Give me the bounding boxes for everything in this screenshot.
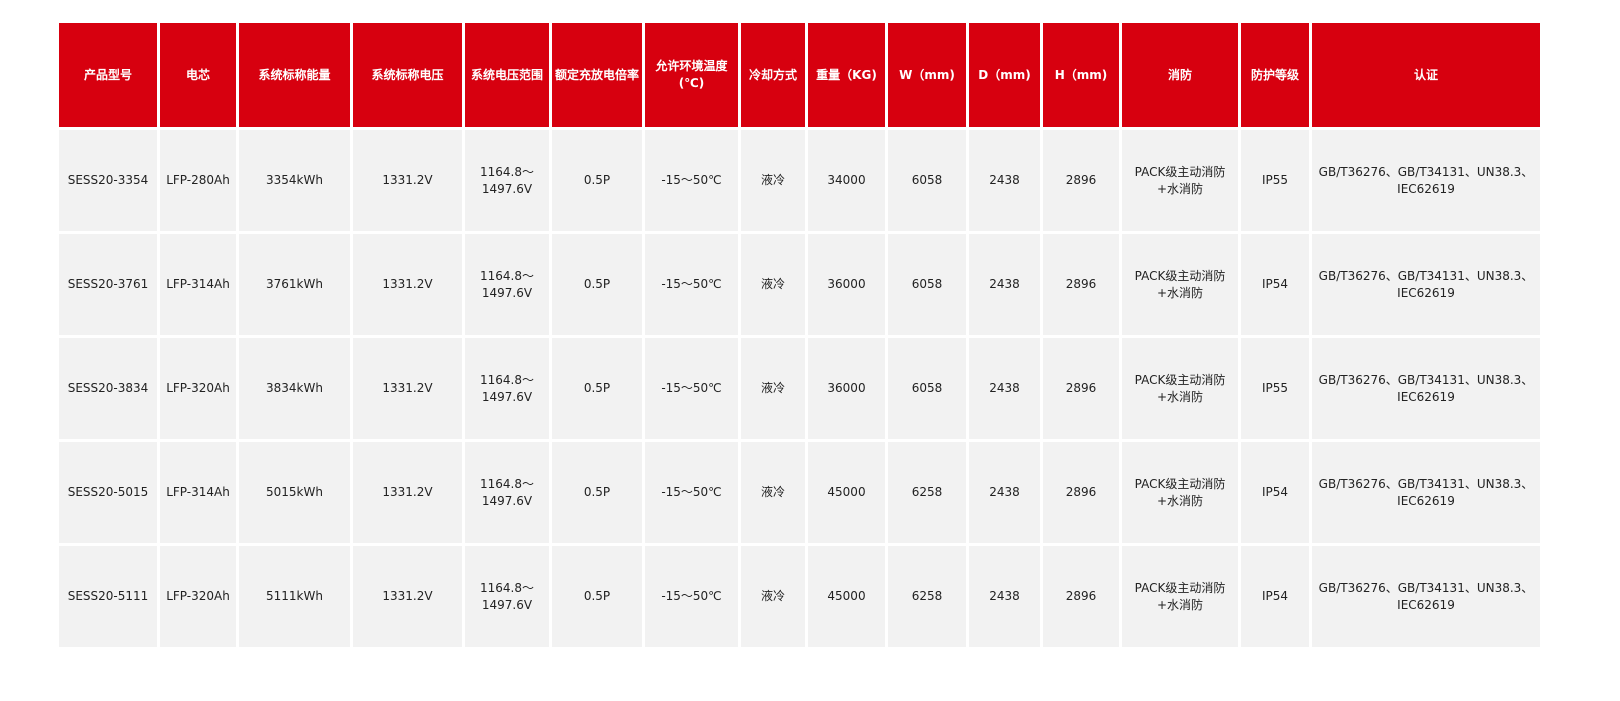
- table-cell: 6058: [888, 130, 966, 231]
- column-header: D（mm): [969, 23, 1040, 127]
- table-cell: 6258: [888, 546, 966, 647]
- column-header: 额定充放电倍率: [552, 23, 642, 127]
- table-cell: 6058: [888, 338, 966, 439]
- table-cell: 1164.8～1497.6V: [465, 546, 549, 647]
- table-cell: 2438: [969, 338, 1040, 439]
- table-cell: 3834kWh: [239, 338, 350, 439]
- table-cell: 液冷: [741, 546, 805, 647]
- table-cell: 36000: [808, 338, 885, 439]
- table-cell: 1164.8～1497.6V: [465, 338, 549, 439]
- table-cell: 1164.8～1497.6V: [465, 442, 549, 543]
- table-row: SESS20-3834 LFP-320Ah 3834kWh 1331.2V 1164.8…: [59, 338, 1540, 439]
- table-cell: 0.5P: [552, 234, 642, 335]
- table-cell: 2438: [969, 130, 1040, 231]
- table-cell: -15～50℃: [645, 442, 738, 543]
- table-cell: PACK级主动消防+水消防: [1122, 130, 1238, 231]
- table-cell: 1164.8～1497.6V: [465, 130, 549, 231]
- table-cell: 45000: [808, 546, 885, 647]
- table-cell: SESS20-3354: [59, 130, 157, 231]
- table-cell: IP54: [1241, 546, 1309, 647]
- table-cell: GB/T36276、GB/T34131、UN38.3、IEC62619: [1312, 338, 1540, 439]
- table-cell: 液冷: [741, 234, 805, 335]
- table-cell: SESS20-5111: [59, 546, 157, 647]
- table-row: SESS20-5111 LFP-320Ah 5111kWh 1331.2V 1164.8…: [59, 546, 1540, 647]
- table-cell: LFP-280Ah: [160, 130, 236, 231]
- table-cell: 2438: [969, 234, 1040, 335]
- table-cell: PACK级主动消防+水消防: [1122, 234, 1238, 335]
- table-cell: LFP-314Ah: [160, 234, 236, 335]
- table-cell: IP54: [1241, 234, 1309, 335]
- table-cell: GB/T36276、GB/T34131、UN38.3、IEC62619: [1312, 130, 1540, 231]
- table-cell: 2896: [1043, 546, 1119, 647]
- table-cell: IP54: [1241, 442, 1309, 543]
- table-cell: 3761kWh: [239, 234, 350, 335]
- table-cell: SESS20-3834: [59, 338, 157, 439]
- table-cell: GB/T36276、GB/T34131、UN38.3、IEC62619: [1312, 442, 1540, 543]
- column-header: 防护等级: [1241, 23, 1309, 127]
- table-cell: 1331.2V: [353, 130, 462, 231]
- table-cell: 0.5P: [552, 442, 642, 543]
- table-cell: PACK级主动消防+水消防: [1122, 338, 1238, 439]
- table-cell: LFP-314Ah: [160, 442, 236, 543]
- table-cell: -15～50℃: [645, 130, 738, 231]
- table-cell: 1331.2V: [353, 234, 462, 335]
- table-cell: 45000: [808, 442, 885, 543]
- column-header: 冷却方式: [741, 23, 805, 127]
- table-row: SESS20-3761 LFP-314Ah 3761kWh 1331.2V 1164.8…: [59, 234, 1540, 335]
- table-cell: 1331.2V: [353, 338, 462, 439]
- table-cell: 5111kWh: [239, 546, 350, 647]
- table-cell: PACK级主动消防+水消防: [1122, 442, 1238, 543]
- table-cell: GB/T36276、GB/T34131、UN38.3、IEC62619: [1312, 234, 1540, 335]
- table-cell: 0.5P: [552, 130, 642, 231]
- table-cell: SESS20-3761: [59, 234, 157, 335]
- table-cell: 5015kWh: [239, 442, 350, 543]
- table-cell: 1164.8～1497.6V: [465, 234, 549, 335]
- column-header: 认证: [1312, 23, 1540, 127]
- table-cell: 1331.2V: [353, 442, 462, 543]
- table-cell: PACK级主动消防+水消防: [1122, 546, 1238, 647]
- table-cell: IP55: [1241, 130, 1309, 231]
- table-cell: 3354kWh: [239, 130, 350, 231]
- column-header: H（mm): [1043, 23, 1119, 127]
- column-header: 系统标称能量: [239, 23, 350, 127]
- table-cell: 2896: [1043, 442, 1119, 543]
- table-cell: LFP-320Ah: [160, 546, 236, 647]
- table-cell: 0.5P: [552, 546, 642, 647]
- table-cell: 2896: [1043, 234, 1119, 335]
- product-spec-table: 产品型号 电芯 系统标称能量 系统标称电压 系统电压范围 额定充放电倍率 允许环境温度(℃)…: [56, 20, 1543, 650]
- table-cell: SESS20-5015: [59, 442, 157, 543]
- column-header: 系统标称电压: [353, 23, 462, 127]
- table-cell: 液冷: [741, 338, 805, 439]
- table-cell: 6058: [888, 234, 966, 335]
- table-cell: 2896: [1043, 338, 1119, 439]
- table-cell: 0.5P: [552, 338, 642, 439]
- table-cell: 2896: [1043, 130, 1119, 231]
- table-cell: -15～50℃: [645, 338, 738, 439]
- table-cell: 6258: [888, 442, 966, 543]
- table-row: SESS20-5015 LFP-314Ah 5015kWh 1331.2V 1164.8…: [59, 442, 1540, 543]
- table-cell: 液冷: [741, 130, 805, 231]
- column-header: 消防: [1122, 23, 1238, 127]
- table-cell: -15～50℃: [645, 546, 738, 647]
- table-cell: 2438: [969, 442, 1040, 543]
- table-cell: 36000: [808, 234, 885, 335]
- table-cell: LFP-320Ah: [160, 338, 236, 439]
- table-row: SESS20-3354 LFP-280Ah 3354kWh 1331.2V 1164.8…: [59, 130, 1540, 231]
- table-cell: 1331.2V: [353, 546, 462, 647]
- column-header: W（mm): [888, 23, 966, 127]
- table-cell: 34000: [808, 130, 885, 231]
- header-row: 产品型号 电芯 系统标称能量 系统标称电压 系统电压范围 额定充放电倍率 允许环境温度(℃)…: [59, 23, 1540, 127]
- table-cell: 液冷: [741, 442, 805, 543]
- table-cell: 2438: [969, 546, 1040, 647]
- table-cell: -15～50℃: [645, 234, 738, 335]
- table-cell: IP55: [1241, 338, 1309, 439]
- table-cell: GB/T36276、GB/T34131、UN38.3、IEC62619: [1312, 546, 1540, 647]
- column-header: 系统电压范围: [465, 23, 549, 127]
- column-header: 重量（KG): [808, 23, 885, 127]
- column-header: 产品型号: [59, 23, 157, 127]
- column-header: 允许环境温度(℃): [645, 23, 738, 127]
- column-header: 电芯: [160, 23, 236, 127]
